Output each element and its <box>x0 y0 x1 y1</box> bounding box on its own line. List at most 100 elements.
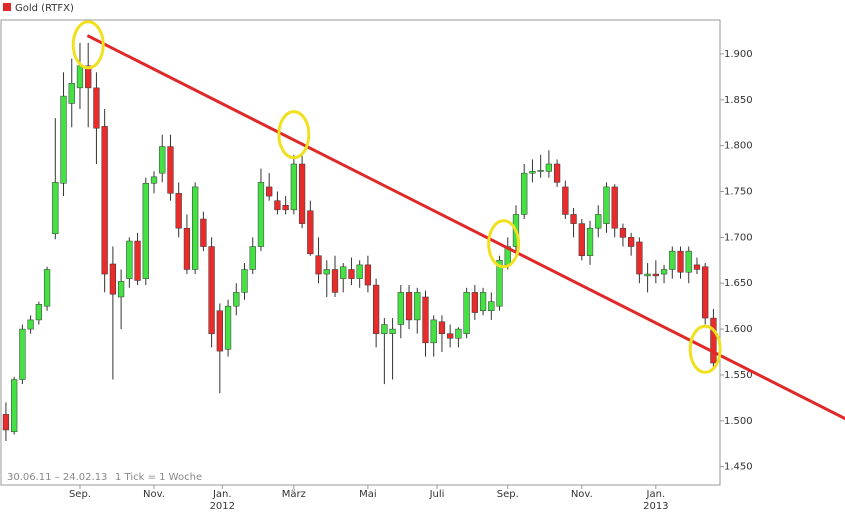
candle-body <box>183 227 191 270</box>
candle-body <box>438 321 446 334</box>
highlight-circle <box>277 110 311 160</box>
candle-body <box>471 292 478 313</box>
candle-body <box>570 214 577 224</box>
candle-body <box>282 205 289 211</box>
candle-body <box>208 246 215 334</box>
candle-body <box>660 269 668 275</box>
candle-body <box>603 186 610 224</box>
candle-body <box>340 266 347 279</box>
highlight-circle <box>688 324 722 374</box>
y-tick-label: 1.650 <box>724 278 753 289</box>
candle-body <box>257 182 265 247</box>
candle-body <box>19 328 26 380</box>
candle-body <box>652 273 659 277</box>
y-tick-label: 1.500 <box>724 416 753 427</box>
candle-body <box>109 263 117 295</box>
candle-body <box>307 210 314 255</box>
plot-frame <box>0 19 721 486</box>
candle-body <box>266 186 273 197</box>
candle-body <box>677 250 684 273</box>
y-tick-label: 1.600 <box>724 324 753 335</box>
candle-body <box>479 292 487 311</box>
candle-body <box>447 333 454 339</box>
candle-body <box>669 250 676 270</box>
candle-body <box>175 193 182 229</box>
candle-body <box>611 186 618 229</box>
x-tick-label: Nov. <box>571 489 593 500</box>
candle-body <box>249 246 256 270</box>
candle-body <box>101 126 108 275</box>
candle-body <box>2 414 10 431</box>
candle-body <box>150 176 158 184</box>
candle-body <box>430 319 437 344</box>
candle-body <box>529 171 536 174</box>
candle-body <box>389 328 396 334</box>
candle-body <box>323 269 330 275</box>
footnote: 30.06.11 – 24.02.13 <box>7 472 107 483</box>
candle-body <box>60 95 67 184</box>
candle-body <box>619 227 627 238</box>
candle-body <box>85 65 92 89</box>
candle-body <box>134 240 141 281</box>
candle-body <box>348 269 355 279</box>
legend-label: Gold (RTFX) <box>15 3 74 14</box>
candle-body <box>216 310 223 352</box>
candle-body <box>241 269 248 293</box>
candle-body <box>52 182 59 234</box>
candle-body <box>11 379 18 433</box>
y-tick-label: 1.700 <box>724 232 753 243</box>
y-tick-label: 1.800 <box>724 141 753 152</box>
candle-body <box>521 172 528 215</box>
candle-body <box>562 186 569 215</box>
x-tick-label: Juli <box>429 489 445 500</box>
candle-body <box>274 200 281 211</box>
candle-body <box>628 237 635 247</box>
candle-body <box>35 304 42 321</box>
x-tick-label: Jan. <box>212 489 232 500</box>
highlight-circle <box>71 20 105 70</box>
highlight-circle <box>487 219 521 269</box>
candle-body <box>364 264 372 286</box>
x-tick-label: Sep. <box>497 489 519 500</box>
candle-body <box>578 223 585 256</box>
candle-body <box>595 214 602 229</box>
candle-body <box>117 281 125 298</box>
candle-body <box>537 170 544 172</box>
candle-body <box>405 292 413 321</box>
candle-body <box>290 163 297 211</box>
candle-body <box>159 146 166 174</box>
candle-body <box>142 183 149 279</box>
y-tick-label: 1.550 <box>724 370 753 381</box>
x-tick-label: Sep. <box>69 489 91 500</box>
candle-body <box>381 324 388 334</box>
candle-body <box>496 260 503 307</box>
y-tick-label: 1.750 <box>724 187 753 198</box>
candle-body <box>586 227 594 256</box>
candle-body <box>331 269 339 293</box>
candle-body <box>43 269 51 307</box>
candle-body <box>545 163 553 172</box>
candle-body <box>414 292 421 321</box>
x-year-label: 2012 <box>210 501 235 512</box>
y-tick-label: 1.450 <box>724 462 753 473</box>
candle-body <box>636 241 643 275</box>
candle-body <box>463 292 470 334</box>
candle-body <box>224 305 232 350</box>
candle-body <box>93 87 100 129</box>
candle-body <box>356 264 363 279</box>
candle-body <box>693 264 701 270</box>
candle-body <box>192 186 199 270</box>
candle-body <box>315 255 322 275</box>
candle-body <box>76 65 84 89</box>
legend-swatch <box>3 3 11 11</box>
candle-body <box>27 319 34 330</box>
x-tick-label: Mai <box>359 489 377 500</box>
candle-body <box>298 163 306 224</box>
candle-body <box>488 301 495 311</box>
candle-body <box>68 83 75 104</box>
candle-body <box>126 240 133 279</box>
candle-body <box>397 292 404 325</box>
candle-body <box>422 296 429 344</box>
x-year-label: 2013 <box>643 501 668 512</box>
